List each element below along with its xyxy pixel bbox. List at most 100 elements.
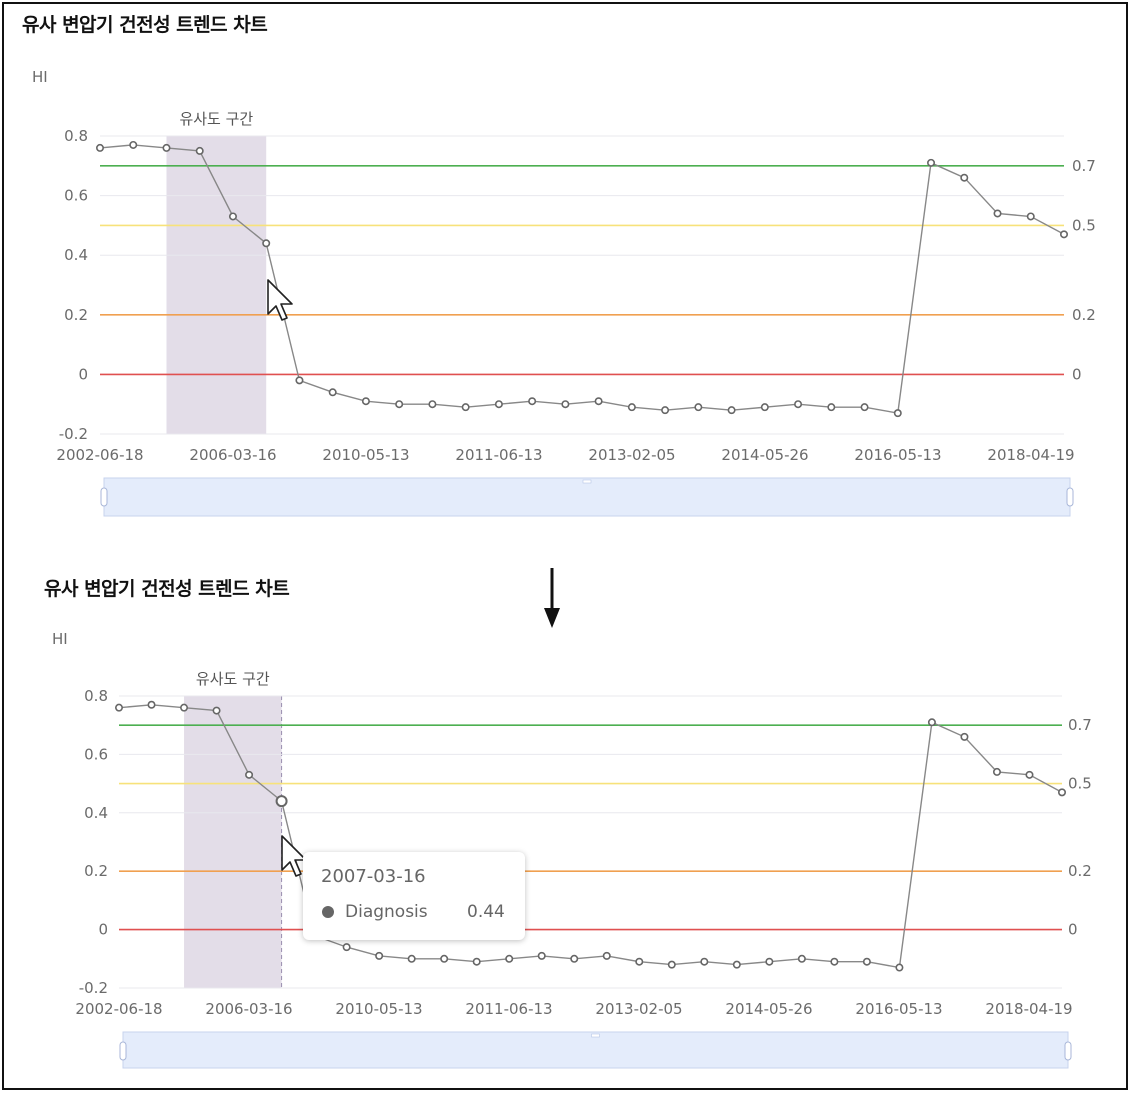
c1-y-tick-label: 0.2 [84, 862, 108, 880]
c1-similarity-band-label: 유사도 구간 [196, 670, 270, 688]
c0-slider-handle-left [100, 487, 108, 507]
c1-threshold-label: 0.7 [1068, 716, 1092, 734]
c1-data-point [342, 943, 351, 952]
c1-y-tick-label: 0 [98, 921, 108, 939]
c0-data-point [694, 403, 703, 412]
c1-threshold-label: 0 [1068, 921, 1078, 939]
c1-data-point [472, 957, 481, 966]
c0-data-point [461, 403, 470, 412]
c1-data-point [212, 706, 221, 715]
c1-y-axis-label: HI [52, 630, 68, 648]
c1-data-point [992, 767, 1001, 776]
c1-x-tick-label: 2010-05-13 [335, 1000, 422, 1018]
c0-data-point [528, 397, 537, 406]
c1-data-point [927, 718, 936, 727]
c0-data-point [993, 209, 1002, 218]
c1-threshold-label: 0.5 [1068, 775, 1092, 793]
down-arrow-icon [544, 608, 560, 628]
c1-y-tick-label: 0.4 [84, 804, 108, 822]
c0-data-point [96, 143, 105, 152]
c1-slider-handle-left [119, 1041, 127, 1061]
c0-y-axis-label: HI [32, 68, 48, 86]
c0-threshold-label: 0.5 [1072, 216, 1096, 234]
c0-data-point [561, 400, 570, 409]
c1-data-point [797, 954, 806, 963]
c1-data-point [732, 960, 741, 969]
c1-data-point [375, 951, 384, 960]
c0-mouse-cursor-icon [267, 279, 293, 321]
c1-data-point [960, 732, 969, 741]
c1-data-point [115, 703, 124, 712]
c1-x-tick-label: 2016-05-13 [855, 1000, 942, 1018]
chart-title-top: 유사 변압기 건전성 트렌드 차트 [22, 14, 268, 36]
c1-data-point [765, 957, 774, 966]
c0-x-tick-label: 2013-02-05 [588, 446, 675, 464]
c1-y-tick-label: 0.8 [84, 687, 108, 705]
c1-x-tick-label: 2006-03-16 [205, 1000, 292, 1018]
c0-data-point [927, 158, 936, 167]
c1-data-point [830, 957, 839, 966]
c1-data-point [180, 703, 189, 712]
c1-x-tick-label: 2011-06-13 [465, 1000, 552, 1018]
c0-threshold-label: 0 [1072, 365, 1082, 383]
c0-data-point [1026, 212, 1035, 221]
c0-data-point [361, 397, 370, 406]
c1-x-tick-label: 2014-05-26 [725, 1000, 812, 1018]
c1-data-point [537, 951, 546, 960]
tooltip-date: 2007-03-16 [321, 866, 426, 887]
c1-data-point [245, 770, 254, 779]
c0-data-point [827, 403, 836, 412]
c1-data-point [440, 954, 449, 963]
c0-data-point [428, 400, 437, 409]
c0-y-tick-label: -0.2 [59, 425, 88, 443]
c0-similarity-band [166, 136, 267, 434]
c0-x-tick-label: 2018-04-19 [987, 446, 1074, 464]
c0-y-tick-label: 0.4 [64, 246, 88, 264]
c1-slider-grip-icon [591, 1033, 600, 1038]
c0-slider-handle-right [1066, 487, 1074, 507]
c1-x-tick-label: 2018-04-19 [985, 1000, 1072, 1018]
c1-x-tick-label: 2013-02-05 [595, 1000, 682, 1018]
c1-data-point [570, 954, 579, 963]
c0-threshold-label: 0.7 [1072, 157, 1096, 175]
c0-y-tick-label: 0.6 [64, 187, 88, 205]
c0-data-point [727, 406, 736, 415]
c1-data-point [895, 963, 904, 972]
c0-x-tick-label: 2010-05-13 [322, 446, 409, 464]
c0-data-point [960, 173, 969, 182]
c1-threshold-label: 0.2 [1068, 862, 1092, 880]
data-tooltip: 2007-03-16 Diagnosis 0.44 [303, 852, 525, 940]
c1-series-line [118, 704, 1063, 969]
c0-data-point [328, 388, 337, 397]
c1-data-point [505, 954, 514, 963]
c0-data-point [594, 397, 603, 406]
c1-similarity-band [184, 696, 282, 988]
c1-data-point [275, 795, 288, 808]
c0-x-tick-label: 2002-06-18 [56, 446, 143, 464]
c0-series-line [99, 144, 1065, 414]
c0-x-tick-label: 2011-06-13 [455, 446, 542, 464]
tooltip-series-dot-icon [322, 906, 334, 918]
tooltip-value: 0.44 [467, 902, 505, 922]
c0-zoom-slider [103, 477, 1071, 517]
c0-x-tick-label: 2006-03-16 [189, 446, 276, 464]
c0-data-point [262, 239, 271, 248]
c0-data-point [295, 376, 304, 385]
c0-data-point [228, 212, 237, 221]
c0-similarity-band-label: 유사도 구간 [179, 110, 253, 128]
chart-title-bottom: 유사 변압기 건전성 트렌드 차트 [44, 578, 290, 600]
c1-zoom-slider [122, 1031, 1069, 1069]
c0-y-tick-label: 0 [78, 365, 88, 383]
c1-data-point [700, 957, 709, 966]
c0-slider-grip-icon [582, 479, 592, 484]
c0-data-point [893, 409, 902, 418]
c0-x-tick-label: 2016-05-13 [854, 446, 941, 464]
c1-data-point [667, 960, 676, 969]
c1-data-point [602, 951, 611, 960]
c1-y-tick-label: -0.2 [79, 979, 108, 997]
c0-data-point [760, 403, 769, 412]
c1-slider-handle-right [1064, 1041, 1072, 1061]
c1-y-tick-label: 0.6 [84, 745, 108, 763]
c0-data-point [162, 143, 171, 152]
